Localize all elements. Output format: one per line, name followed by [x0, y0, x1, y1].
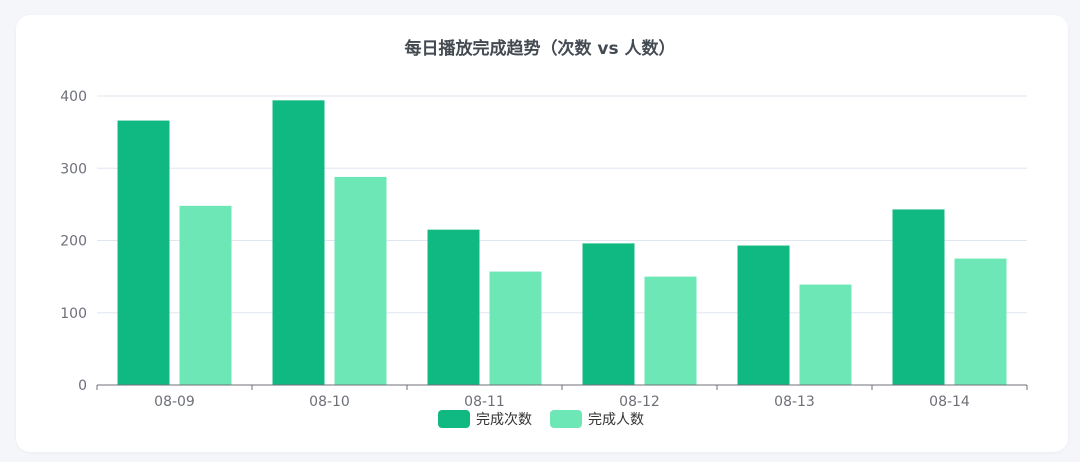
x-tick-label: 08-09	[154, 394, 195, 410]
y-tick-label: 200	[60, 234, 87, 250]
bars	[117, 100, 1007, 386]
grid-lines	[97, 95, 1027, 314]
bar-08-11-完成次数[interactable]	[427, 229, 480, 385]
bar-08-14-完成人数[interactable]	[954, 258, 1007, 385]
y-axis: 0 100 200 300 400	[60, 89, 87, 394]
legend-swatch	[438, 410, 470, 428]
bar-08-12-完成次数[interactable]	[582, 243, 635, 385]
legend[interactable]: 完成次数 完成人数	[438, 410, 644, 428]
legend-item-完成次数[interactable]: 完成次数	[438, 410, 532, 428]
y-tick-label: 400	[60, 89, 87, 105]
legend-label: 完成次数	[476, 412, 532, 428]
bar-08-11-完成人数[interactable]	[489, 271, 542, 385]
x-tick-label: 08-10	[309, 394, 350, 410]
bar-08-10-完成人数[interactable]	[334, 176, 387, 385]
chart-title: 每日播放完成趋势（次数 vs 人数）	[404, 38, 675, 59]
y-tick-label: 100	[60, 306, 87, 322]
x-tick-label: 08-13	[774, 394, 815, 410]
bar-08-09-完成人数[interactable]	[179, 205, 232, 385]
x-tick-label: 08-11	[464, 394, 505, 410]
bar-08-13-完成人数[interactable]	[799, 284, 852, 385]
bar-08-13-完成次数[interactable]	[737, 245, 790, 385]
bar-08-10-完成次数[interactable]	[272, 100, 325, 386]
y-tick-label: 300	[60, 161, 87, 177]
x-tick-label: 08-12	[619, 394, 660, 410]
legend-item-完成人数[interactable]: 完成人数	[550, 410, 644, 428]
bar-08-09-完成次数[interactable]	[117, 120, 170, 385]
bar-08-14-完成次数[interactable]	[892, 209, 945, 385]
x-axis: 08-09 08-10 08-11 08-12 08-13 08-14	[96, 384, 1028, 410]
bar-08-12-完成人数[interactable]	[644, 276, 697, 385]
legend-label: 完成人数	[588, 412, 644, 428]
y-tick-label: 0	[78, 378, 87, 394]
x-tick-label: 08-14	[929, 394, 970, 410]
legend-swatch	[550, 410, 582, 428]
